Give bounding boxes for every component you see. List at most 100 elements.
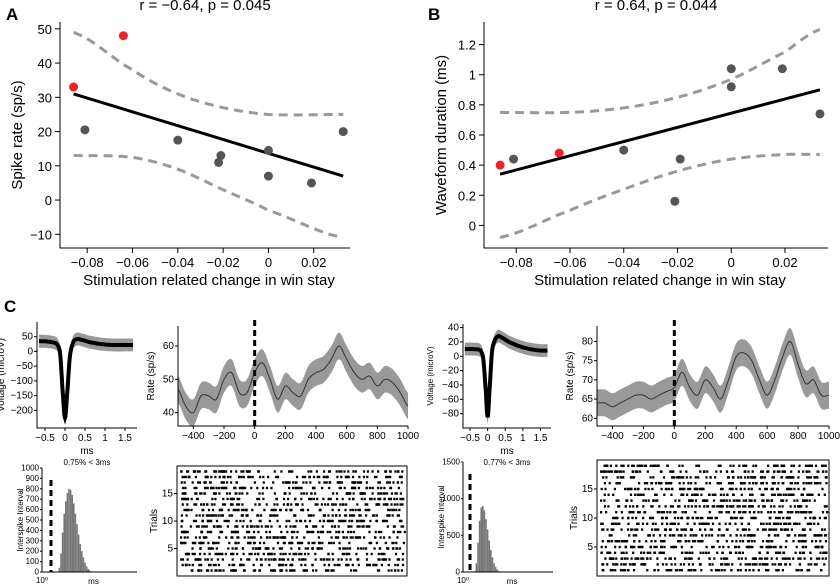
spike-tick <box>806 493 809 496</box>
spike-tick <box>366 552 369 556</box>
spike-tick <box>366 508 369 512</box>
spike-tick <box>388 558 391 561</box>
spike-tick <box>216 552 219 556</box>
spike-tick <box>808 493 811 496</box>
spike-tick <box>770 487 773 491</box>
spike-tick <box>685 557 688 560</box>
spike-tick <box>201 508 204 512</box>
spike-tick <box>664 557 667 560</box>
spike-tick <box>664 528 667 531</box>
x-tick-label: 10⁰ <box>36 576 48 585</box>
spike-tick <box>735 516 738 520</box>
spike-tick <box>211 497 214 501</box>
spike-tick <box>629 476 632 479</box>
spike-tick <box>201 525 204 528</box>
spike-tick <box>813 499 816 502</box>
spike-tick <box>620 528 623 531</box>
spike-tick <box>684 540 687 543</box>
chart-title: r = −0.64, p = 0.045 <box>139 0 270 14</box>
spike-tick <box>236 530 239 534</box>
spike-tick <box>684 534 687 537</box>
isi-bar <box>66 493 69 572</box>
isi-bar <box>69 489 72 572</box>
spike-tick <box>351 563 354 567</box>
spike-tick <box>628 563 632 566</box>
spike-tick <box>789 511 792 514</box>
spike-tick <box>237 536 240 539</box>
spike-tick <box>775 464 778 467</box>
spike-tick <box>269 536 272 539</box>
spike-tick <box>308 475 311 479</box>
spike-tick <box>606 464 609 467</box>
spike-tick <box>265 503 268 506</box>
spike-tick <box>751 545 754 549</box>
x-tick-label: 600 <box>338 431 355 442</box>
spike-tick <box>752 464 755 467</box>
spike-tick <box>221 552 224 556</box>
spike-tick <box>795 545 798 549</box>
spike-tick <box>824 557 827 560</box>
spike-tick <box>691 493 694 496</box>
spike-tick <box>610 470 614 473</box>
spike-tick <box>333 525 337 528</box>
spike-tick <box>273 552 276 556</box>
spike-tick <box>653 569 656 572</box>
spike-tick <box>191 547 194 550</box>
spike-tick <box>808 522 811 525</box>
spike-tick <box>617 499 620 502</box>
spike-tick <box>258 569 261 572</box>
spike-tick <box>361 525 364 528</box>
spike-tick <box>224 552 227 556</box>
spike-tick <box>213 470 216 473</box>
spike-tick <box>343 470 346 473</box>
spike-tick <box>219 530 222 534</box>
x-axis-label: ms <box>88 577 99 586</box>
spike-tick <box>730 482 733 485</box>
spike-tick <box>357 536 360 539</box>
y-tick-label: 1.2 <box>458 38 476 53</box>
spike-tick <box>673 557 677 560</box>
spike-tick <box>352 530 355 534</box>
spike-tick <box>392 530 395 534</box>
spike-tick <box>340 475 343 479</box>
spike-tick <box>349 558 352 561</box>
spike-tick <box>763 476 766 479</box>
spike-tick <box>817 522 820 525</box>
spike-tick <box>250 486 253 490</box>
spike-tick <box>252 569 255 572</box>
spike-tick <box>621 557 624 560</box>
spike-tick <box>368 563 372 567</box>
spike-tick <box>722 493 725 496</box>
spike-tick <box>600 499 603 502</box>
spike-tick <box>719 493 722 496</box>
spike-tick <box>600 487 603 491</box>
spike-tick <box>759 545 762 549</box>
spike-tick <box>196 470 199 473</box>
spike-tick <box>183 508 186 512</box>
spike-tick <box>731 540 734 543</box>
spike-tick <box>798 551 802 554</box>
spike-tick <box>200 503 203 506</box>
spike-tick <box>609 464 612 467</box>
spike-tick <box>685 470 688 473</box>
spike-tick <box>744 569 747 572</box>
spike-tick <box>757 511 760 514</box>
spike-tick <box>204 470 207 473</box>
spike-tick <box>304 558 307 561</box>
spike-tick <box>257 470 260 473</box>
spike-tick <box>337 525 340 528</box>
spike-tick <box>713 557 716 560</box>
spike-tick <box>301 503 304 506</box>
spike-tick <box>243 536 246 539</box>
spike-tick <box>401 552 405 556</box>
spike-tick <box>682 482 685 485</box>
spike-tick <box>632 569 636 572</box>
spike-tick <box>314 492 317 495</box>
spike-tick <box>314 558 317 561</box>
y-tick-label: 0 <box>469 218 476 233</box>
spike-tick <box>796 499 799 502</box>
spike-tick <box>637 545 640 549</box>
spike-tick <box>743 534 746 537</box>
spike-tick <box>678 476 681 479</box>
spike-tick <box>646 470 649 473</box>
